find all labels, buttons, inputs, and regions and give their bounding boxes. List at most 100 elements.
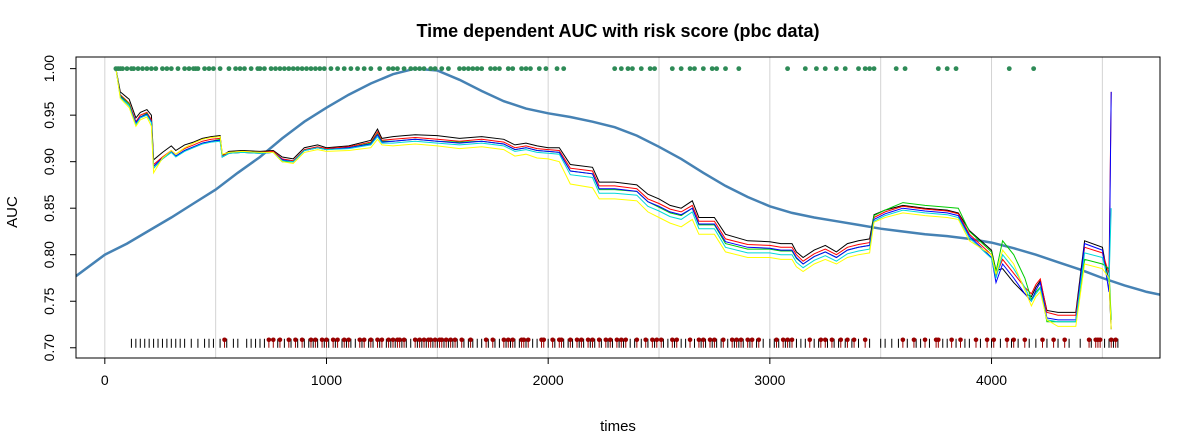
top-marker-point — [802, 66, 808, 72]
top-marker-point — [124, 66, 130, 72]
top-marker-point — [257, 66, 263, 72]
top-marker-point — [355, 66, 360, 72]
event-marker-point — [390, 337, 396, 343]
auc-series-line-2 — [115, 68, 1112, 316]
top-marker-point — [273, 66, 278, 72]
top-marker-point — [523, 66, 529, 72]
event-marker-point — [756, 337, 762, 343]
top-marker-point — [893, 66, 899, 72]
top-marker-point — [386, 66, 391, 72]
event-marker-point — [1022, 337, 1028, 343]
top-marker-point — [638, 66, 644, 72]
top-marker-point — [417, 66, 422, 72]
x-tick-label: 1000 — [311, 372, 342, 388]
event-marker-point — [341, 337, 347, 343]
top-marker-point — [457, 66, 462, 72]
event-marker-point — [568, 337, 573, 343]
event-marker-point — [286, 337, 292, 343]
top-marker-point — [131, 66, 137, 72]
top-marker-point — [714, 66, 720, 72]
event-marker-point — [443, 337, 449, 343]
event-marker-point — [386, 337, 391, 343]
top-marker-point — [308, 66, 314, 72]
event-marker-point — [634, 337, 640, 343]
event-marker-point — [607, 337, 613, 343]
top-marker-point — [536, 66, 542, 72]
event-marker-point — [459, 337, 465, 343]
event-marker-point — [654, 337, 660, 343]
x-axis: 0 1000 2000 3000 4000 — [101, 358, 1007, 388]
top-marker-point — [519, 66, 524, 72]
top-marker-point — [612, 66, 618, 72]
event-marker-point — [1004, 337, 1010, 343]
event-marker-point — [774, 337, 779, 343]
event-marker-point — [452, 337, 458, 343]
top-marker-point — [299, 66, 305, 72]
top-marker-point — [692, 66, 697, 72]
top-marker-point — [120, 66, 125, 72]
top-marker-point — [561, 66, 567, 72]
top-marker-point — [465, 66, 471, 72]
event-marker-point — [585, 337, 591, 343]
event-marker-point — [701, 337, 706, 343]
y-axis: 0.70 0.75 0.80 0.85 0.90 0.95 1.00 — [41, 55, 76, 361]
event-marker-point — [780, 337, 786, 343]
top-marker-point — [304, 66, 309, 72]
event-marker-point — [845, 337, 850, 343]
event-marker-point — [707, 337, 713, 343]
event-marker-point — [734, 337, 739, 343]
event-marker-point — [368, 337, 374, 343]
top-marker-point — [944, 66, 950, 72]
top-marker-point — [625, 66, 631, 72]
event-marker-point — [277, 337, 283, 343]
top-marker-point — [1006, 66, 1012, 72]
event-marker-point — [911, 337, 917, 343]
top-marker-point — [709, 66, 715, 72]
event-marker-point — [397, 337, 402, 343]
y-tick-label: 0.90 — [41, 148, 57, 175]
event-marker-point — [559, 337, 564, 343]
top-marker-point — [479, 66, 485, 72]
top-marker-point — [678, 66, 684, 72]
top-marker-point — [408, 66, 414, 72]
y-axis-label: AUC — [4, 196, 21, 228]
top-marker-point — [618, 66, 624, 72]
top-marker-point — [474, 66, 480, 72]
top-marker-point — [295, 66, 301, 72]
auc-series-line-6 — [115, 68, 1112, 330]
top-marker-point — [202, 66, 207, 72]
top-marker-point — [953, 66, 959, 72]
top-marker-point — [543, 66, 549, 72]
top-marker-point — [902, 66, 908, 72]
event-marker-point — [1086, 337, 1092, 343]
event-marker-point — [579, 337, 584, 343]
top-marker-point — [687, 66, 693, 72]
top-marker-point — [822, 66, 828, 72]
top-marker-point — [630, 66, 635, 72]
top-marker-point — [736, 66, 742, 72]
y-tick-label: 0.85 — [41, 194, 57, 221]
top-marker-point — [335, 66, 340, 72]
top-marker-point — [497, 66, 502, 72]
auc-series-line-3 — [115, 68, 1112, 323]
event-marker-point — [596, 337, 602, 343]
event-marker-point — [807, 337, 813, 343]
top-marker-point — [168, 66, 174, 72]
x-tick-label: 3000 — [754, 372, 785, 388]
top-marker-point — [554, 66, 560, 72]
top-marker-point — [233, 66, 239, 72]
top-marker-point — [412, 66, 418, 72]
top-marker-point — [321, 66, 327, 72]
y-tick-label: 0.80 — [41, 241, 57, 268]
auc-series-line-5 — [115, 68, 1112, 323]
top-marker-point — [217, 66, 223, 72]
top-marker-point — [242, 66, 247, 72]
event-marker-point — [483, 337, 489, 343]
top-marker-point — [867, 66, 873, 72]
top-marker-point — [700, 66, 706, 72]
top-marker-point — [421, 66, 427, 72]
event-marker-point — [749, 337, 755, 343]
event-marker-point — [421, 337, 427, 343]
top-marker-point — [186, 66, 192, 72]
